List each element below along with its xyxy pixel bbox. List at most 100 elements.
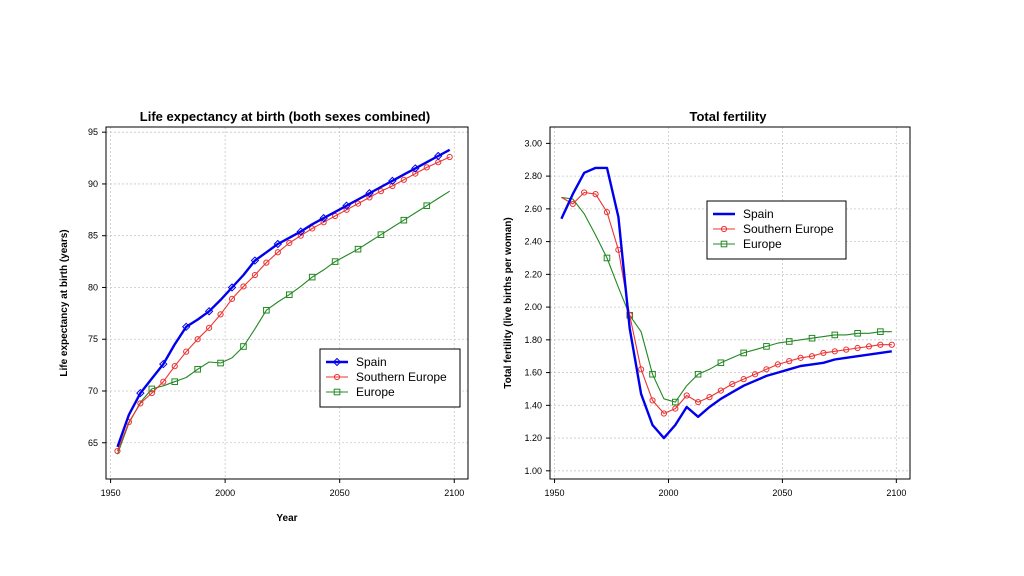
y-tick-label: 2.60 (524, 204, 542, 214)
x-axis-title: Year (276, 513, 297, 524)
data-point (273, 239, 283, 249)
data-point (251, 271, 259, 279)
y-tick-label: 2.20 (524, 269, 542, 279)
legend-marker (333, 388, 341, 396)
data-point (581, 189, 588, 196)
series-line (561, 196, 892, 403)
data-point (603, 209, 611, 216)
data-point (388, 176, 397, 186)
y-tick-label: 1.60 (524, 368, 542, 378)
data-point (569, 200, 576, 208)
data-point (820, 349, 827, 357)
data-point (831, 331, 839, 339)
x-tick-label: 2100 (444, 488, 464, 498)
x-tick-label: 2050 (330, 488, 350, 498)
data-point (227, 283, 237, 292)
data-point (808, 353, 816, 360)
y-tick-label: 1.20 (524, 433, 542, 443)
data-point (672, 405, 679, 412)
y-tick-label: 3.00 (524, 138, 542, 148)
x-tick-label: 2000 (215, 488, 235, 498)
data-point (217, 359, 224, 367)
series-line (561, 191, 892, 415)
y-tick-label: 80 (88, 282, 98, 292)
data-point (296, 227, 305, 236)
data-point (331, 258, 339, 265)
x-tick-label: 1950 (101, 488, 121, 498)
series-spain (560, 166, 892, 440)
data-point (354, 245, 362, 253)
data-point (228, 295, 236, 302)
data-point (194, 336, 201, 343)
data-point (446, 153, 453, 161)
series-line (116, 190, 450, 455)
y-tick-label: 2.00 (524, 302, 542, 312)
data-point (694, 370, 702, 378)
data-point (389, 182, 396, 190)
data-point (377, 188, 385, 195)
y-tick-label: 75 (88, 334, 98, 344)
chart-title: Total fertility (689, 109, 767, 124)
legend-label: Europe (356, 385, 395, 399)
data-point (171, 378, 179, 385)
legend-label: Europe (743, 237, 782, 251)
data-point (740, 376, 747, 383)
data-point (343, 206, 350, 213)
data-point (729, 380, 736, 388)
y-tick-label: 95 (88, 127, 98, 137)
y-tick-label: 1.00 (524, 466, 542, 476)
data-point (717, 387, 724, 394)
data-point (706, 394, 713, 401)
data-point (763, 343, 770, 350)
data-point (831, 348, 838, 355)
data-point (309, 225, 316, 232)
data-point (240, 343, 247, 350)
y-axis-title: Life expectancy at birth (years) (59, 229, 70, 376)
data-point (183, 348, 190, 355)
data-point (377, 231, 385, 238)
data-point (148, 385, 156, 393)
data-point (114, 447, 121, 455)
data-point (160, 378, 167, 385)
data-point (423, 202, 431, 209)
data-point (672, 398, 679, 406)
data-point (136, 388, 145, 398)
legend-marker (720, 225, 728, 233)
data-point (412, 170, 419, 177)
data-point (181, 322, 191, 332)
data-point (797, 354, 804, 361)
data-point (649, 370, 656, 378)
legend-box (706, 200, 847, 260)
data-point (342, 201, 351, 210)
legend-marker (333, 373, 341, 381)
data-point (411, 164, 420, 173)
data-point (865, 343, 873, 350)
data-point (786, 358, 793, 365)
data-point (649, 397, 656, 404)
data-point (286, 239, 293, 247)
data-point (366, 194, 373, 201)
data-point (888, 341, 895, 348)
data-point (263, 306, 270, 314)
data-point (592, 191, 599, 198)
data-point (843, 346, 850, 353)
data-point (423, 164, 430, 171)
data-point (308, 273, 316, 281)
data-point (660, 410, 668, 417)
data-point (785, 338, 793, 345)
y-tick-label: 65 (88, 438, 98, 448)
data-point (603, 254, 611, 262)
series-southern-europe (114, 153, 453, 455)
data-point (206, 324, 213, 331)
series-europe (561, 196, 892, 406)
data-point (751, 371, 759, 378)
data-point (695, 398, 702, 406)
y-tick-label: 1.40 (524, 400, 542, 410)
x-tick-label: 2100 (886, 488, 906, 498)
data-point (638, 366, 645, 373)
data-point (332, 212, 339, 220)
data-point (854, 329, 861, 337)
y-tick-label: 85 (88, 231, 98, 241)
y-axis-title: Total fertility (live births per woman) (503, 217, 514, 389)
